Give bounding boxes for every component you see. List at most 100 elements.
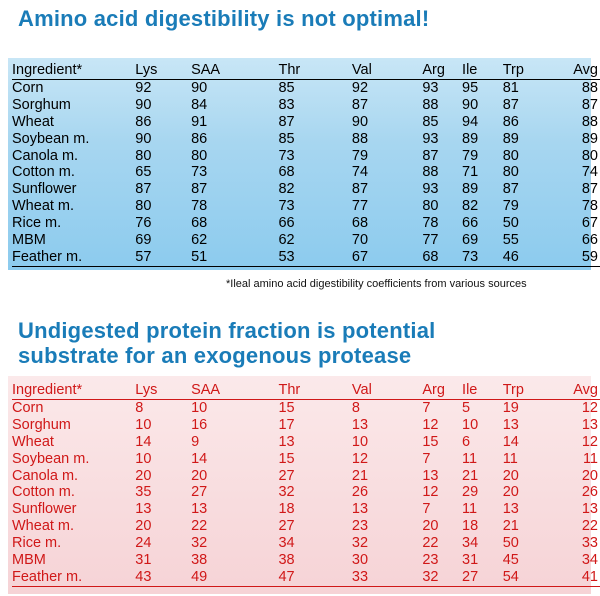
- column-header-trp: Trp: [498, 62, 553, 80]
- value-cell: 77: [422, 232, 439, 249]
- value-cell: 14: [191, 450, 208, 467]
- value-cell: 43: [135, 568, 172, 587]
- value-cell: 80: [581, 147, 598, 164]
- undigested-protein-title: Undigested protein fraction is potential…: [18, 318, 435, 368]
- ingredient-cell: Corn: [12, 79, 44, 96]
- value-cell: 49: [171, 568, 259, 587]
- value-cell: 45: [502, 552, 519, 569]
- digestibility-table-row: MBM 69 62 62 70 77 69 55 66: [12, 232, 600, 249]
- ingredient-cell: Soybean m.: [12, 130, 90, 147]
- value-cell: 82: [462, 198, 479, 215]
- column-header-thr: Thr: [258, 62, 338, 80]
- value-cell: 68: [410, 248, 463, 267]
- column-header-lys: Lys: [135, 382, 172, 400]
- undigested-table-row: Feather m. 43 49 47 33 32 27 54 41: [12, 568, 600, 587]
- digestibility-table-row: Sorghum 90 84 83 87 88 90 87 87: [12, 97, 600, 114]
- value-cell: 20: [502, 467, 519, 484]
- value-cell: 10: [135, 450, 152, 467]
- digestibility-table-row: Wheat m. 80 78 73 77 80 82 79 78: [12, 198, 600, 215]
- ingredient-cell: Corn: [12, 399, 44, 416]
- value-cell: 78: [191, 198, 208, 215]
- undigested-header-row: Ingredient* Lys SAA Thr Val Arg Ile Trp …: [12, 382, 600, 400]
- value-cell: 34: [581, 552, 598, 569]
- value-cell: 87: [351, 96, 369, 113]
- value-cell: 71: [462, 164, 479, 181]
- value-cell: 11: [462, 450, 478, 467]
- value-cell: 90: [351, 113, 369, 130]
- value-cell: 16: [191, 416, 208, 433]
- value-cell: 67: [581, 215, 598, 232]
- value-cell: 76: [135, 215, 152, 232]
- value-cell: 18: [462, 518, 479, 535]
- value-cell: 87: [581, 181, 598, 198]
- digestibility-footnote: *Ileal amino acid digestibility coeffici…: [226, 278, 527, 290]
- value-cell: 7: [422, 399, 431, 416]
- value-cell: 31: [135, 552, 152, 569]
- value-cell: 80: [135, 198, 152, 215]
- value-cell: 17: [278, 416, 295, 433]
- column-header-thr: Thr: [258, 382, 338, 400]
- value-cell: 46: [498, 248, 553, 267]
- value-cell: 87: [135, 181, 152, 198]
- value-cell: 20: [135, 518, 152, 535]
- value-cell: 78: [422, 215, 439, 232]
- value-cell: 84: [191, 96, 208, 113]
- value-cell: 11: [582, 450, 598, 467]
- value-cell: 13: [581, 416, 598, 433]
- ingredient-cell: Feather m.: [12, 568, 136, 587]
- digestibility-table-row: Soybean m. 90 86 85 88 93 89 89 89: [12, 131, 600, 148]
- ingredient-cell: MBM: [12, 552, 46, 569]
- value-cell: 73: [191, 164, 208, 181]
- value-cell: 90: [135, 130, 152, 147]
- digestibility-table-row: Wheat 86 91 87 90 85 94 86 88: [12, 114, 600, 131]
- value-cell: 20: [422, 518, 439, 535]
- value-cell: 14: [502, 433, 519, 450]
- value-cell: 69: [135, 232, 152, 249]
- digestibility-table: Ingredient* Lys SAA Thr Val Arg Ile Trp …: [12, 62, 600, 267]
- ingredient-cell: Canola m.: [12, 147, 79, 164]
- digestibility-table-row: Feather m. 57 51 53 67 68 73 46 59: [12, 248, 600, 267]
- value-cell: 10: [191, 399, 208, 416]
- digestibility-panel-background: [8, 58, 591, 270]
- value-cell: 12: [351, 450, 369, 467]
- ingredient-cell: Cotton m.: [12, 484, 75, 501]
- value-cell: 12: [422, 484, 439, 501]
- value-cell: 67: [337, 248, 411, 267]
- value-cell: 80: [502, 164, 519, 181]
- undigested-protein-title-line1: Undigested protein fraction is potential: [18, 318, 436, 343]
- column-header-arg: Arg: [410, 382, 463, 400]
- value-cell: 12: [422, 416, 439, 433]
- value-cell: 89: [502, 130, 519, 147]
- ingredient-cell: Sorghum: [12, 96, 71, 113]
- value-cell: 90: [191, 79, 208, 96]
- value-cell: 80: [191, 147, 208, 164]
- value-cell: 87: [422, 147, 439, 164]
- value-cell: 93: [422, 79, 439, 96]
- value-cell: 10: [351, 433, 369, 450]
- value-cell: 79: [462, 147, 479, 164]
- value-cell: 15: [278, 399, 295, 416]
- digestibility-table-row: Sunflower 87 87 82 87 93 89 87 87: [12, 181, 600, 198]
- ingredient-cell: MBM: [12, 232, 46, 249]
- undigested-table-row: Cotton m. 35 27 32 26 12 29 20 26: [12, 484, 600, 501]
- value-cell: 13: [278, 433, 295, 450]
- value-cell: 57: [135, 248, 172, 267]
- value-cell: 66: [278, 215, 295, 232]
- ingredient-cell: Sunflower: [12, 501, 77, 518]
- value-cell: 77: [351, 198, 369, 215]
- value-cell: 8: [135, 399, 144, 416]
- value-cell: 21: [351, 467, 369, 484]
- column-header-saa: SAA: [171, 382, 259, 400]
- value-cell: 87: [502, 181, 519, 198]
- ingredient-cell: Canola m.: [12, 467, 79, 484]
- value-cell: 55: [502, 232, 519, 249]
- value-cell: 35: [135, 484, 152, 501]
- value-cell: 23: [351, 518, 369, 535]
- value-cell: 13: [581, 501, 598, 518]
- value-cell: 32: [410, 568, 463, 587]
- column-header-val: Val: [337, 382, 411, 400]
- value-cell: 62: [278, 232, 295, 249]
- value-cell: 85: [422, 113, 439, 130]
- value-cell: 87: [191, 181, 208, 198]
- value-cell: 7: [422, 501, 431, 518]
